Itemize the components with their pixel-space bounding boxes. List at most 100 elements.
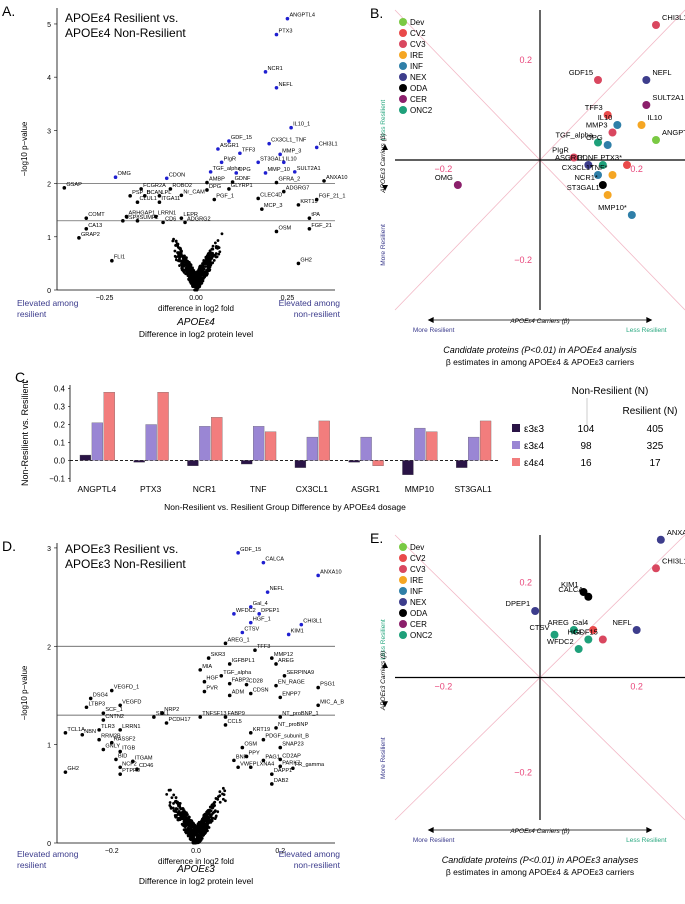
panel-d-point (216, 797, 220, 801)
panel-b-legend-swatch (399, 40, 407, 48)
panel-e-point-label: CTSV (529, 623, 549, 632)
panel-e-point (656, 535, 665, 544)
panel-a-point-label: CX3CL1_TNF (271, 138, 307, 144)
panel-d-point-label: TGF_alpha (223, 670, 252, 676)
panel-b-point-label: PTX3* (600, 153, 622, 162)
panel-d-point-label: LTBP3 (88, 701, 105, 707)
panel-d-point (118, 728, 122, 732)
panel-a-point (178, 247, 182, 251)
panel-e-legend-swatch (399, 609, 407, 617)
panel-d-point-label: HGF_1 (253, 617, 271, 623)
panel-b-point-label: MMP10* (598, 203, 627, 212)
panel-d-point (261, 737, 266, 742)
panel-d-point-label: ANXA10 (320, 569, 341, 575)
panel-c-category-label: ASGR1 (351, 484, 380, 494)
panel-d-point (187, 815, 191, 819)
panel-a-point (176, 251, 180, 254)
panel-a-point (307, 216, 312, 220)
panel-d-point (152, 715, 156, 719)
panel-b-point (613, 121, 622, 129)
panel-e-legend-label: CER (410, 620, 427, 629)
panel-a-point (207, 251, 211, 255)
panel-c-category-label: TNF (250, 484, 267, 494)
panel-a-subtitle-2: Difference in log2 protein level (139, 329, 253, 339)
panel-d-point (184, 813, 188, 817)
panel-a-point (194, 284, 198, 288)
panel-e-caption-1: Candidate proteins (P<0.01) in APOEε3 an… (442, 855, 639, 865)
panel-d-point (173, 809, 176, 813)
panel-d-point-label: AREG (278, 658, 294, 664)
panel-a-point (307, 227, 312, 231)
panel-a-point-label: ARHGAP1 (129, 211, 156, 217)
panel-d-point (171, 806, 175, 810)
panel-d-point (169, 788, 172, 792)
panel-d-point-label: PAG1 (265, 754, 280, 760)
panel-d-point-label: CD28 (249, 679, 263, 685)
panel-c-ytick-label: 0.0 (54, 456, 66, 465)
panel-d-point-label: OSM (244, 742, 257, 748)
panel-a-point (110, 258, 114, 263)
panel-a-point (256, 160, 260, 165)
panel-c-legend-label: ε3ε3 (524, 424, 544, 435)
panel-a-point (208, 249, 212, 253)
panel-a-point (274, 180, 279, 185)
panel-c-legend-label: ε3ε4 (524, 441, 544, 452)
panel-c-bar (414, 427, 426, 461)
panel-a-point-label: PTX3 (278, 29, 292, 35)
panel-a-point (211, 261, 215, 265)
panel-a-point-label: FGF_21_1 (319, 194, 346, 200)
panel-c-category-label: PTX3 (140, 484, 162, 494)
panel-d-point (278, 695, 283, 700)
panel-d-point (101, 711, 106, 715)
panel-e-point-label: ANXA10 (667, 528, 685, 537)
panel-a-point (173, 254, 177, 258)
panel-a-point-label: ANXA10 (326, 175, 347, 181)
panel-e-legend-swatch (399, 543, 407, 551)
panel-a-point-label: FLI1 (114, 255, 125, 261)
panel-a-point (128, 194, 132, 198)
panel-a-point (124, 214, 129, 219)
panel-a-point (190, 281, 194, 285)
panel-d-point (316, 703, 320, 708)
panel-d-point (227, 681, 232, 686)
panel-c-nonres-value: 104 (578, 424, 595, 435)
panel-d-point (210, 819, 214, 823)
panel-c-category-label: ANGPTL4 (78, 484, 117, 494)
panel-b-legend-label: ONC2 (410, 106, 433, 115)
panel-b-legend-label: Dev (410, 18, 424, 27)
panel-a-point (182, 270, 186, 274)
panel-a-point-label: GSAP (66, 182, 82, 188)
panel-d-point-label: PTPRJ (122, 768, 140, 774)
panel-a-point (186, 268, 189, 272)
panel-a-point (188, 262, 192, 266)
panel-b-ytick-label: 0.2 (519, 55, 532, 65)
panel-b-point-label: GDNF (577, 153, 599, 162)
panel-c-nonres-value: 98 (580, 441, 592, 452)
panel-d-point (248, 765, 253, 770)
panel-a-point-label: BCAN (147, 190, 163, 196)
panel-e-point (652, 564, 660, 573)
panel-d-xtick-label: −0.2 (105, 848, 119, 855)
panel-a-point (212, 197, 217, 202)
panel-d-point-label: WFDC2 (236, 608, 256, 614)
panel-d-point (179, 807, 183, 811)
panel-c-letter: C. (15, 369, 29, 385)
panel-e-legend-swatch (399, 598, 407, 606)
panel-a-point-label: MMP_3 (282, 148, 301, 154)
panel-b-legend-label: CV3 (410, 40, 426, 49)
panel-d-left-note-1: Elevated among (17, 849, 79, 859)
panel-b-point (603, 111, 612, 119)
panel-b-legend-swatch (399, 84, 407, 92)
panel-a-point (205, 188, 209, 192)
panel-c-bar (372, 460, 384, 466)
panel-d-point (201, 827, 205, 830)
panel-a-point-label: CD6 (165, 216, 176, 222)
panel-d-point (188, 827, 192, 831)
panel-d-point-label: NT_proBNP (278, 722, 308, 728)
panel-e-legend-swatch (399, 554, 407, 562)
panel-a-point-label: MCP_3 (264, 203, 283, 209)
panel-a-point-label: DPG (209, 184, 221, 190)
panel-a-point (198, 282, 202, 286)
panel-d-point (248, 691, 253, 696)
panel-d-point-label: GDF_15 (240, 547, 261, 553)
